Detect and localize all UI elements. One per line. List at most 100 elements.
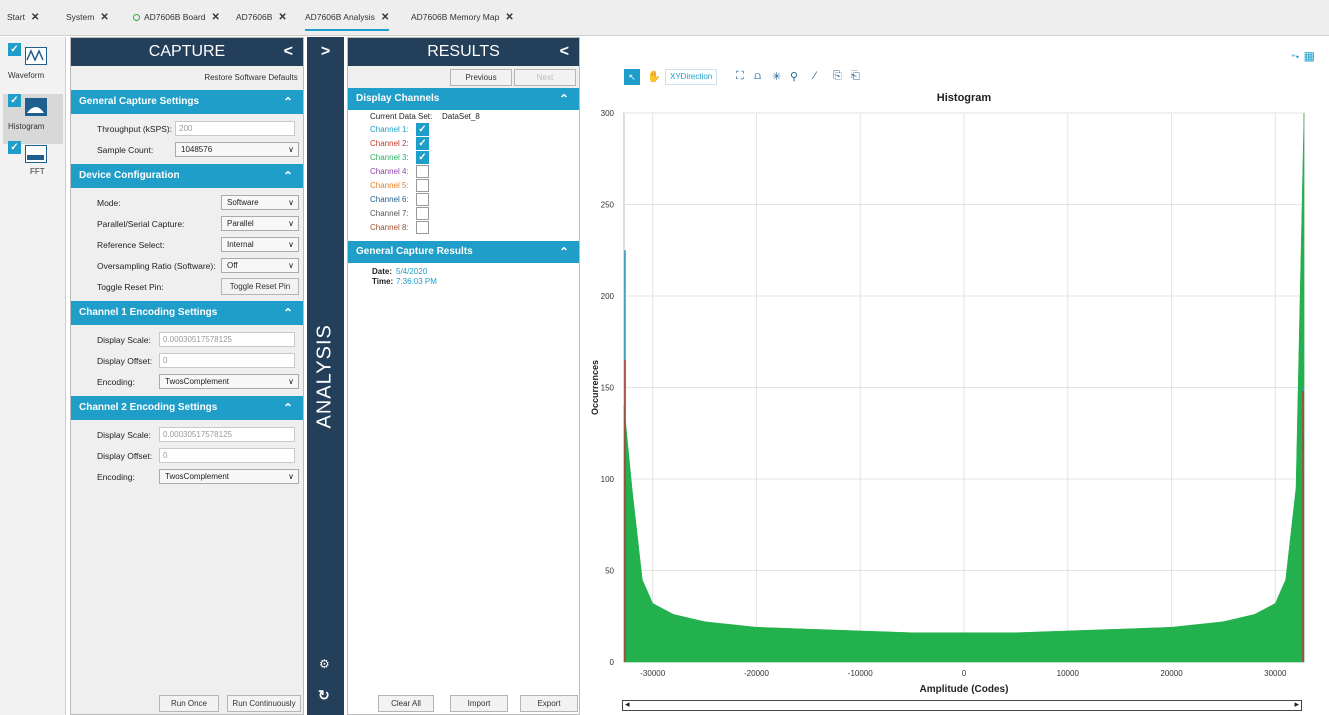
section-title: Channel 2 Encoding Settings [79, 402, 218, 413]
refresh-icon[interactable]: ↻ [318, 687, 330, 703]
toggle-reset-button[interactable]: Toggle Reset Pin [221, 278, 299, 295]
histogram-chart[interactable]: 0 50 100 150 200 250 300 -30000 -20000 -10000 0 100… [582, 37, 1329, 715]
chevron-down-icon[interactable]: ∨ [288, 240, 294, 249]
mode-select[interactable]: Software [227, 198, 259, 207]
xy-direction-select[interactable]: XYDirection [665, 69, 718, 85]
waveform-icon [25, 47, 47, 65]
peak-marker-icon[interactable]: ⩍ [754, 70, 762, 82]
sample-count-select[interactable]: 1048576 [181, 145, 213, 154]
channel-checkbox[interactable] [416, 193, 429, 206]
parallel-serial-select[interactable]: Parallel [227, 219, 254, 228]
expand-chevron-icon[interactable]: > [320, 43, 331, 60]
chevron-up-icon[interactable]: ⌃ [558, 245, 569, 259]
date-value: 5/4/2020 [396, 267, 428, 276]
channel-checkbox[interactable] [416, 165, 429, 178]
zoom-icon[interactable]: ⚲ [790, 71, 799, 83]
tab-board[interactable]: AD7606B Board ✕ [133, 12, 220, 23]
close-icon[interactable]: ✕ [30, 12, 40, 23]
grid-view-icon[interactable]: ▦ [1303, 49, 1315, 63]
previous-button[interactable]: Previous [450, 69, 512, 86]
crosshair-icon[interactable]: ✳ [772, 71, 782, 83]
scroll-left-icon[interactable]: ◂ [625, 699, 630, 709]
chevron-down-icon[interactable]: ∨ [288, 198, 294, 207]
channel-checkbox[interactable] [416, 179, 429, 192]
offset-label: Display Offset: [97, 356, 153, 366]
nav-histogram[interactable]: ✓ Histogram [3, 94, 63, 144]
section-display-channels[interactable]: Display Channels ⌃ [348, 88, 579, 110]
horizontal-scrollbar[interactable]: ◂ ▸ [622, 699, 1302, 711]
throughput-field[interactable]: 200 [175, 121, 295, 136]
analysis-strip[interactable]: > ANALYSIS ⚙ ↻ [307, 37, 344, 715]
tab-analysis[interactable]: AD7606B Analysis ✕ [305, 12, 390, 31]
section-ch1-encoding[interactable]: Channel 1 Encoding Settings ⌃ [71, 301, 303, 325]
results-panel: RESULTS < Previous Next Display Channels ⌃… [347, 37, 580, 715]
ch2-scale-field[interactable]: 0.00030517578125 [159, 427, 295, 442]
run-once-button[interactable]: Run Once [159, 695, 219, 712]
nav-fft[interactable]: ✓ FFT [8, 141, 64, 191]
tab-device[interactable]: AD7606B ✕ [236, 12, 287, 23]
pan-hand-icon[interactable]: ✋ [647, 71, 661, 83]
export-button[interactable]: Export [520, 695, 578, 712]
chevron-down-icon[interactable]: ∨ [288, 377, 294, 386]
section-ch2-encoding[interactable]: Channel 2 Encoding Settings ⌃ [71, 396, 303, 420]
tab-memory-map[interactable]: AD7606B Memory Map ✕ [411, 12, 514, 23]
collapse-chevron-icon[interactable]: < [283, 43, 293, 60]
restore-defaults-button[interactable]: Restore Software Defaults [204, 73, 298, 82]
checkbox-icon[interactable]: ✓ [8, 94, 21, 107]
run-continuously-button[interactable]: Run Continuously [227, 695, 301, 712]
close-icon[interactable]: ✕ [100, 12, 109, 23]
tab-system[interactable]: System ✕ [66, 12, 109, 23]
ch2-encoding-select[interactable]: TwosComplement [165, 472, 230, 481]
channel-checkbox[interactable]: ✓ [416, 151, 429, 164]
oversampling-select[interactable]: Off [227, 261, 238, 270]
chevron-up-icon[interactable]: ⌃ [282, 401, 293, 415]
checkbox-icon[interactable]: ✓ [8, 43, 21, 56]
collapse-chevron-icon[interactable]: < [559, 43, 569, 60]
channel-label: Channel 6: [370, 195, 409, 204]
close-icon[interactable]: ✕ [278, 12, 287, 23]
ch1-scale-field[interactable]: 0.00030517578125 [159, 332, 295, 347]
channel-checkbox[interactable] [416, 221, 429, 234]
section-capture-results[interactable]: General Capture Results ⌃ [348, 241, 579, 263]
ch1-encoding-select[interactable]: TwosComplement [165, 377, 230, 386]
mode-row: Mode: Software ∨ [71, 192, 303, 213]
encoding-label: Encoding: [97, 377, 135, 387]
scroll-right-icon[interactable]: ▸ [1294, 699, 1299, 709]
channel-row: Channel 8: [348, 221, 579, 235]
checkbox-icon[interactable]: ✓ [8, 141, 21, 154]
channel-checkbox[interactable]: ✓ [416, 123, 429, 136]
channel-checkbox[interactable] [416, 207, 429, 220]
channel-checkbox[interactable]: ✓ [416, 137, 429, 150]
pointer-tool-icon[interactable]: ↖ [624, 69, 640, 85]
reference-select[interactable]: Internal [227, 240, 254, 249]
import-button[interactable]: Import [450, 695, 508, 712]
close-icon[interactable]: ✕ [380, 12, 390, 23]
legend-toggle-icon[interactable]: ⁼• [1291, 52, 1299, 62]
chevron-up-icon[interactable]: ⌃ [282, 169, 293, 183]
chevron-up-icon[interactable]: ⌃ [282, 306, 293, 320]
gears-icon[interactable]: ⚙ [319, 657, 330, 671]
chevron-up-icon[interactable]: ⌃ [558, 92, 569, 106]
chevron-down-icon[interactable]: ∨ [288, 261, 294, 270]
nav-waveform[interactable]: ✓ Waveform [8, 43, 64, 93]
clipboard-icon[interactable]: ⎗ [851, 70, 860, 82]
status-circle-icon [133, 14, 140, 21]
tab-start[interactable]: Start ✕ [7, 12, 39, 23]
section-device-config[interactable]: Device Configuration ⌃ [71, 164, 303, 188]
chevron-up-icon[interactable]: ⌃ [282, 95, 293, 109]
restore-row: Restore Software Defaults [71, 66, 303, 90]
close-icon[interactable]: ✕ [211, 12, 220, 23]
close-icon[interactable]: ✕ [505, 12, 514, 23]
chevron-down-icon[interactable]: ∨ [288, 145, 294, 154]
ch2-offset-field[interactable]: 0 [159, 448, 295, 463]
clear-all-button[interactable]: Clear All [378, 695, 434, 712]
section-general-capture[interactable]: General Capture Settings ⌃ [71, 90, 303, 114]
draw-line-icon[interactable]: ⁄ [814, 70, 816, 82]
export-image-icon[interactable]: ⎘ [833, 70, 842, 82]
chevron-down-icon[interactable]: ∨ [288, 219, 294, 228]
ch1-offset-field[interactable]: 0 [159, 353, 295, 368]
next-button[interactable]: Next [514, 69, 576, 86]
chevron-down-icon[interactable]: ∨ [288, 472, 294, 481]
fit-all-icon[interactable]: ⛶ [736, 70, 744, 82]
